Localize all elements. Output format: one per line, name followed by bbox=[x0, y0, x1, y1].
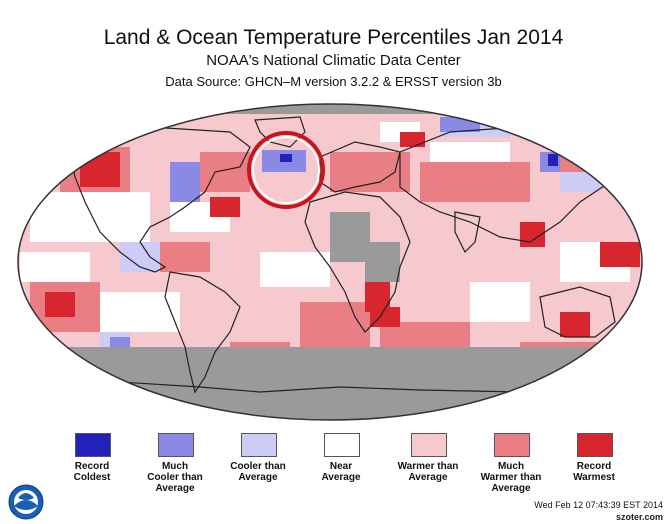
no-data-region bbox=[330, 212, 370, 262]
legend-label: Much Warmer than Average bbox=[480, 461, 542, 494]
near-average-region bbox=[260, 252, 330, 287]
legend-label: Near Average bbox=[321, 461, 361, 483]
antarctica-outline bbox=[39, 381, 621, 398]
south-america-outline bbox=[164, 271, 241, 394]
anomaly-layer bbox=[18, 104, 642, 420]
no-data-region bbox=[365, 242, 400, 282]
europe-outline bbox=[319, 141, 401, 193]
much-cooler-region bbox=[170, 162, 200, 202]
legend-swatch bbox=[494, 433, 530, 457]
india-outline bbox=[454, 211, 481, 254]
near-average-region bbox=[30, 192, 150, 242]
record-warmest-region bbox=[370, 307, 400, 327]
no-data-region bbox=[18, 347, 642, 420]
no-data-region bbox=[40, 104, 620, 114]
globe-border bbox=[17, 103, 643, 421]
highlight-circle-inner bbox=[252, 136, 320, 204]
much-warmer-region bbox=[420, 162, 530, 202]
legend-swatch bbox=[324, 433, 360, 457]
legend-swatch bbox=[158, 433, 194, 457]
noaa-logo-icon bbox=[8, 484, 44, 520]
record-warmest-region bbox=[560, 312, 590, 337]
africa-outline bbox=[304, 191, 411, 333]
legend-label: Warmer than Average bbox=[397, 461, 459, 483]
legend-swatch bbox=[241, 433, 277, 457]
record-warmest-region bbox=[400, 132, 425, 147]
continent-outlines bbox=[39, 116, 621, 398]
record-coldest-region bbox=[280, 154, 292, 162]
data-source: Data Source: GHCN–M version 3.2.2 & ERSS… bbox=[165, 74, 502, 89]
map-subtitle: NOAA's National Climatic Data Center bbox=[206, 52, 461, 69]
legend-swatch bbox=[75, 433, 111, 457]
record-warmest-region bbox=[45, 292, 75, 317]
record-coldest-region bbox=[548, 154, 558, 166]
near-average-region bbox=[470, 282, 530, 322]
australia-outline bbox=[539, 286, 616, 338]
watermark: szoter.com bbox=[615, 512, 663, 522]
highlight-circle bbox=[247, 131, 325, 209]
north-america-outline bbox=[69, 126, 251, 273]
legend-swatch bbox=[411, 433, 447, 457]
world-temperature-map bbox=[17, 103, 643, 421]
greenland-outline bbox=[254, 116, 306, 148]
legend-swatch bbox=[577, 433, 613, 457]
record-warmest-region bbox=[600, 242, 640, 267]
near-average-region bbox=[100, 292, 180, 332]
timestamp: Wed Feb 12 07:43:39 EST 2014 bbox=[534, 500, 663, 510]
record-warmest-region bbox=[80, 152, 120, 187]
legend-label: Much Cooler than Average bbox=[147, 461, 203, 494]
legend-label: Record Coldest bbox=[73, 461, 111, 483]
much-warmer-region bbox=[330, 152, 410, 192]
legend-label: Record Warmest bbox=[573, 461, 615, 483]
record-warmest-region bbox=[210, 197, 240, 217]
cooler-region bbox=[560, 172, 600, 192]
near-average-region bbox=[20, 252, 90, 282]
map-title: Land & Ocean Temperature Percentiles Jan… bbox=[103, 26, 564, 49]
legend-label: Cooler than Average bbox=[230, 461, 286, 483]
